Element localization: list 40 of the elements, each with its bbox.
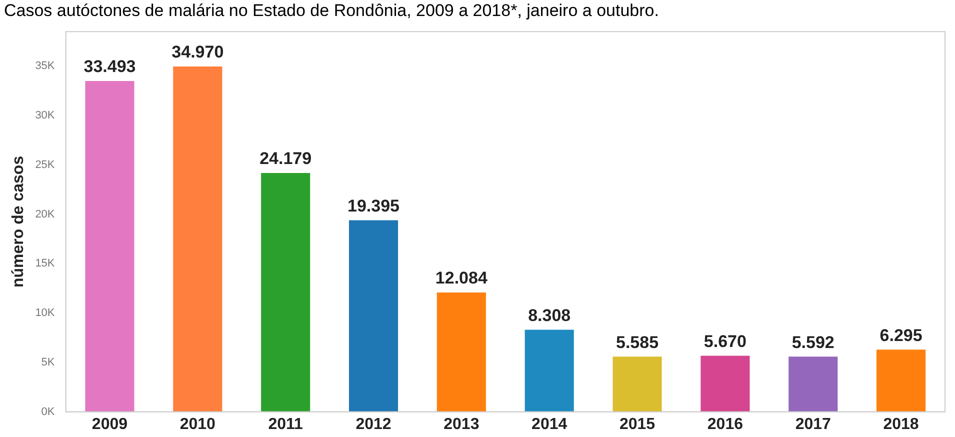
x-tick-label: 2010 bbox=[180, 416, 216, 433]
bar bbox=[85, 81, 134, 412]
bar bbox=[612, 356, 662, 412]
x-tick-label: 2011 bbox=[268, 416, 304, 433]
data-label: 24.179 bbox=[260, 149, 312, 168]
y-tick-label: 15K bbox=[35, 258, 56, 270]
bar bbox=[524, 330, 574, 412]
bar bbox=[261, 173, 310, 412]
data-label: 5.592 bbox=[792, 332, 834, 352]
y-tick-label: 10K bbox=[35, 307, 56, 320]
bar bbox=[436, 292, 486, 412]
x-tick-label: 2013 bbox=[444, 416, 480, 433]
x-tick-label: 2009 bbox=[92, 416, 128, 433]
x-tick-label: 2016 bbox=[707, 416, 744, 433]
x-tick-label: 2018 bbox=[883, 416, 919, 433]
x-tick-label: 2014 bbox=[532, 416, 568, 433]
x-tick-label: 2015 bbox=[619, 416, 656, 433]
x-tick-label: 2017 bbox=[795, 416, 832, 433]
bar bbox=[700, 356, 750, 412]
bar bbox=[348, 220, 398, 412]
data-label: 33.493 bbox=[84, 57, 136, 76]
x-tick-label: 2012 bbox=[356, 416, 392, 433]
data-label: 19.395 bbox=[348, 196, 400, 216]
y-tick-label: 25K bbox=[35, 158, 56, 171]
data-label: 6.295 bbox=[880, 326, 922, 345]
data-label: 5.670 bbox=[704, 332, 746, 351]
y-tick-label: 0K bbox=[41, 406, 56, 418]
y-tick-label: 35K bbox=[35, 60, 56, 72]
bar bbox=[876, 350, 926, 412]
data-label: 8.308 bbox=[528, 306, 571, 325]
bar bbox=[173, 66, 222, 412]
y-tick-label: 30K bbox=[35, 110, 56, 122]
y-tick-label: 5K bbox=[41, 356, 56, 368]
y-axis-title: número de casos bbox=[10, 156, 28, 288]
data-label: 5.585 bbox=[616, 332, 659, 352]
data-label: 34.970 bbox=[172, 42, 224, 62]
y-tick-label: 20K bbox=[35, 208, 56, 220]
chart-title: Casos autóctones de malária no Estado de Rondônia, 2009 a 2018*, janeiro a outubro. bbox=[3, 0, 660, 22]
data-label: 12.084 bbox=[435, 268, 488, 288]
bar bbox=[788, 356, 838, 412]
